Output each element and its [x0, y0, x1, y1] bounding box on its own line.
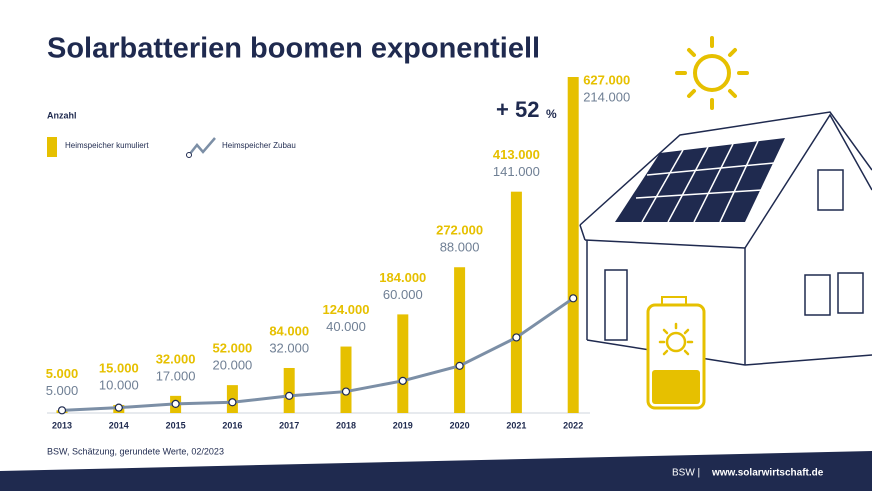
- legend-swatch-bar: [47, 137, 57, 157]
- x-tick-label: 2016: [222, 420, 242, 430]
- x-tick-label: 2017: [279, 420, 299, 430]
- value-label: 5.000: [46, 383, 79, 398]
- value-label: 10.000: [99, 377, 139, 392]
- footer-band: [0, 451, 872, 491]
- sun: [675, 36, 749, 110]
- value-label: 60.000: [383, 287, 423, 302]
- x-tick-label: 2020: [450, 420, 470, 430]
- line-dot: [285, 391, 294, 400]
- x-tick-label: 2014: [109, 420, 129, 430]
- line: [61, 297, 575, 412]
- bar: [340, 346, 352, 413]
- footer-url: www.solarwirtschaft.de: [711, 468, 824, 479]
- solar-panel: [615, 138, 785, 223]
- value-label: 32.000: [269, 340, 309, 355]
- value-label: 214.000: [583, 89, 630, 104]
- value-label: 272.000: [436, 223, 483, 238]
- source-note: BSW, Schätzung, gerundete Werte, 02/2023: [47, 446, 224, 456]
- value-label: 84.000: [269, 323, 309, 338]
- line-dot: [228, 398, 237, 407]
- chart-title: Solarbatterien boomen exponentiell: [47, 33, 540, 65]
- line-dot: [341, 387, 351, 396]
- bar: [454, 267, 466, 413]
- value-label: 88.000: [440, 240, 480, 255]
- line-dot: [455, 361, 464, 370]
- x-tick-label: 2015: [166, 420, 186, 430]
- value-label: 124.000: [323, 302, 370, 317]
- value-label: 627.000: [583, 72, 630, 87]
- line-dot: [569, 294, 578, 303]
- value-label: 141.000: [493, 164, 540, 179]
- value-label: 40.000: [326, 319, 366, 334]
- x-tick-label: 2022: [563, 420, 583, 430]
- bar: [567, 77, 579, 413]
- plot: 2013 2014 2015 2016 2017 2018 2019 2020 2021 2022…: [46, 72, 630, 430]
- value-label: 5.000: [46, 366, 79, 381]
- annotation: + 52: [496, 97, 539, 122]
- house: [579, 111, 872, 366]
- bar: [397, 314, 409, 413]
- x-tick-label: 2018: [336, 420, 356, 430]
- footer-org: BSW |: [672, 468, 700, 479]
- line-dot: [398, 376, 407, 385]
- battery: [646, 296, 706, 410]
- value-label: 17.000: [156, 368, 196, 383]
- value-label: 184.000: [379, 270, 426, 285]
- value-label: 32.000: [156, 351, 196, 366]
- line-dot: [171, 399, 180, 408]
- value-label: 413.000: [493, 147, 540, 162]
- line-dot: [114, 403, 123, 412]
- legend-dot: [186, 152, 192, 158]
- legend-title: Anzahl: [47, 110, 77, 120]
- line-dot: [57, 406, 67, 415]
- value-label: 20.000: [213, 358, 253, 373]
- bar: [510, 191, 522, 413]
- x-tick-label: 2019: [393, 420, 413, 430]
- legend-swatch-line: [188, 137, 216, 156]
- legend-label: Heimspeicher kumuliert: [65, 141, 149, 150]
- line-dot: [512, 333, 521, 342]
- annotation-unit: %: [546, 107, 557, 121]
- legend-label: Heimspeicher Zubau: [222, 141, 296, 150]
- value-label: 15.000: [99, 360, 139, 375]
- x-tick-label: 2021: [506, 420, 526, 430]
- value-label: 52.000: [213, 341, 253, 356]
- bar: [283, 367, 295, 413]
- x-tick-label: 2013: [52, 420, 72, 430]
